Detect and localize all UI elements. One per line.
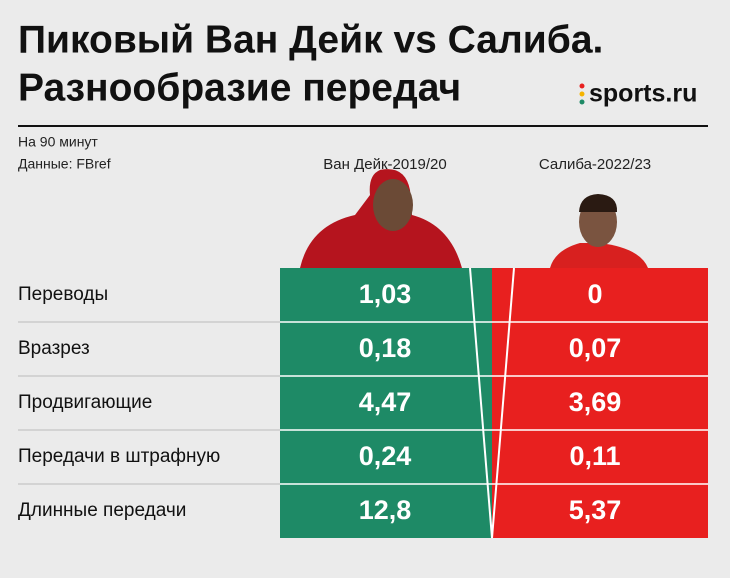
table-rows: Переводы 1,03 0 Вразрез 0,18 0,07 Продвигающие… xyxy=(18,279,708,525)
cell-value: 12,8 xyxy=(359,495,412,525)
player-photo xyxy=(300,169,462,268)
row-label: Длинные передачи xyxy=(18,500,186,521)
cell-value: 0,24 xyxy=(359,441,412,471)
row-label: Вразрез xyxy=(18,338,90,359)
row-label: Передачи в штрафную xyxy=(18,446,220,467)
cell-value: 4,47 xyxy=(359,387,412,417)
cell-value: 0,11 xyxy=(569,441,620,471)
title-line: Пиковый Ван Дейк vs Салиба. xyxy=(18,18,603,61)
note: Данные: FBref xyxy=(18,156,111,172)
title-line: Разнообразие передач xyxy=(18,66,461,109)
column-header: Ван Дейк-2019/20 xyxy=(323,156,446,173)
divider xyxy=(491,267,515,539)
cell-value: 3,69 xyxy=(569,387,622,417)
player-photo xyxy=(550,194,648,268)
cell-value: 5,37 xyxy=(569,495,622,525)
cell-value: 0,07 xyxy=(569,333,622,363)
cell-value: 0 xyxy=(587,279,602,309)
cell-value: 0,18 xyxy=(359,333,412,363)
logo-dot xyxy=(579,83,585,89)
green-column xyxy=(280,268,492,538)
row-label: Переводы xyxy=(18,284,108,305)
divider xyxy=(469,267,493,539)
column-header: Салиба-2022/23 xyxy=(539,156,651,173)
logo-text: sports.ru xyxy=(589,80,697,108)
logo-dot xyxy=(579,91,585,97)
note: На 90 минут xyxy=(18,134,98,150)
red-column xyxy=(492,268,708,538)
logo-dot xyxy=(579,99,585,105)
row-label: Продвигающие xyxy=(18,392,152,413)
logo: sports.ru xyxy=(579,80,697,108)
cell-value: 1,03 xyxy=(359,279,412,309)
